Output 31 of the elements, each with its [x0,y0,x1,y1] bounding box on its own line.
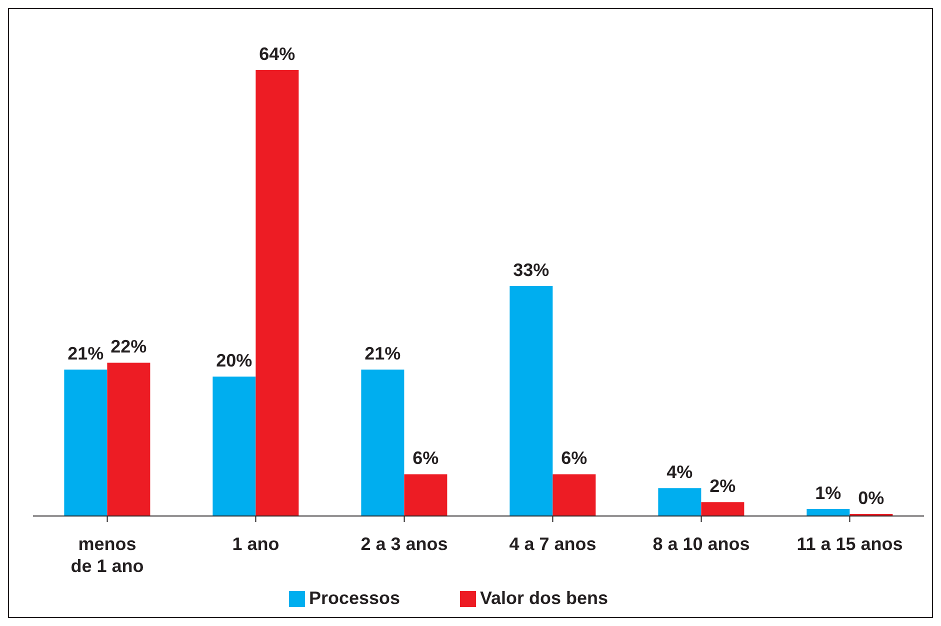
bar [107,362,150,516]
data-label: 22% [110,336,147,357]
x-tick-label: 4 a 7 anos [509,534,596,554]
data-label: 64% [259,44,296,64]
data-label: 2% [710,476,736,496]
data-label: 6% [561,448,588,468]
bar [510,286,553,516]
bar [806,509,850,516]
data-label: 20% [216,350,252,371]
bar [404,474,448,516]
x-tick-label: 1 ano [232,534,280,554]
x-tick-label: menos de 1 ano [70,534,144,576]
data-label: 4% [666,462,693,482]
x-tick-label: 11 a 15 anos [796,534,903,554]
legend-label: Valor dos bens [480,588,608,608]
bar [658,488,702,516]
data-label: 21% [364,344,401,364]
data-label: 0% [858,488,884,508]
data-label: 33% [513,260,550,280]
bar [212,376,256,516]
x-tick-label: 2 a 3 anos [360,534,448,554]
bar [552,474,596,516]
legend-label: Processos [308,588,400,608]
bar [64,370,108,516]
bar [256,70,299,516]
data-label: 6% [412,448,439,468]
bar [701,502,744,516]
bar [361,370,404,516]
data-label: 21% [68,344,104,364]
x-tick-label: 8 a 10 anos [652,534,750,554]
data-label: 1% [815,483,842,504]
